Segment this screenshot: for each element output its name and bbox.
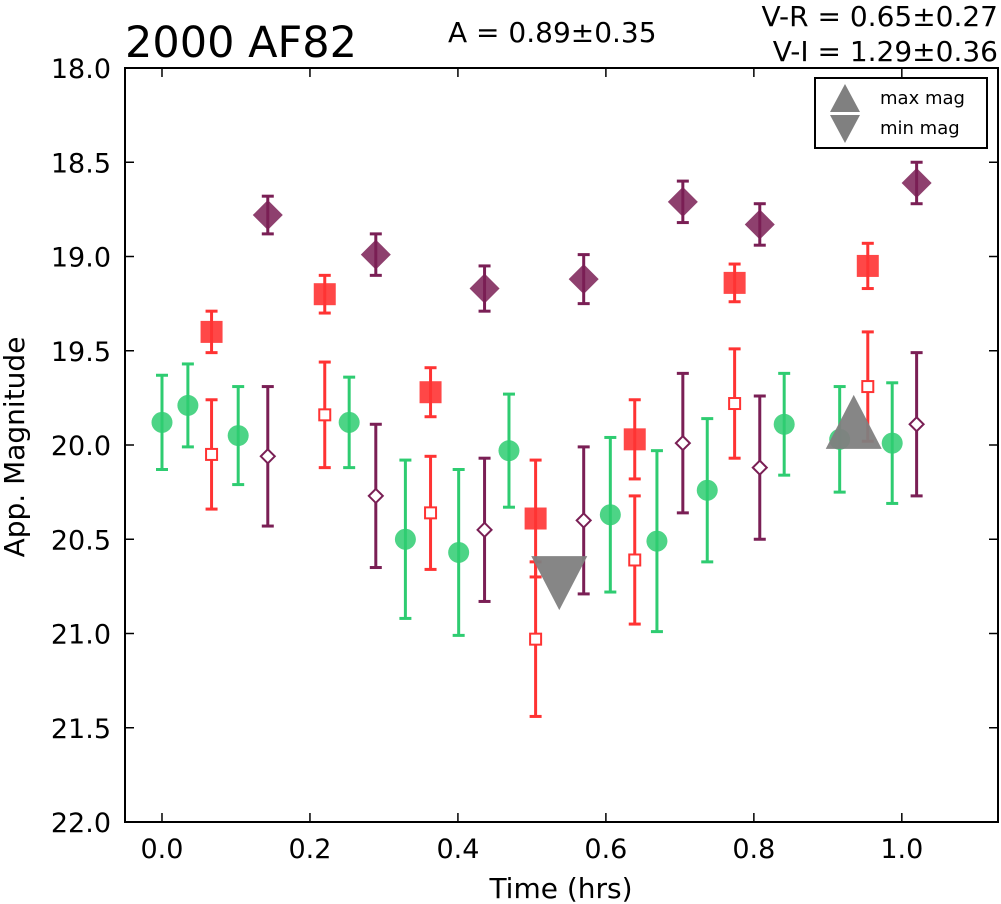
- min-mag-marker: [531, 556, 588, 611]
- x-tick-label: 1.0: [880, 834, 923, 865]
- legend-max-mag-icon: [830, 84, 860, 112]
- data-point-circle: [881, 432, 903, 454]
- data-markers: [151, 160, 932, 718]
- y-tick-label: 21.0: [51, 620, 111, 651]
- y-tick-label: 19.0: [51, 243, 111, 274]
- data-point-circle: [177, 394, 199, 416]
- data-point-square: [856, 254, 879, 277]
- amplitude-label: A = 0.89±0.35: [448, 16, 657, 49]
- vr-color-label: V-R = 0.65±0.27: [762, 0, 998, 33]
- y-tick-label: 21.5: [51, 714, 111, 745]
- data-point-diamond: [901, 167, 932, 198]
- vi-color-label: V-I = 1.29±0.36: [773, 35, 998, 68]
- data-point-square: [524, 507, 547, 530]
- legend-min-mag-icon: [830, 115, 860, 143]
- x-tick-label: 0.8: [732, 834, 775, 865]
- data-point-diamond-open: [908, 415, 926, 433]
- x-tick-label: 0.4: [436, 834, 479, 865]
- data-point-square-open: [318, 408, 332, 422]
- data-point-square: [200, 320, 223, 343]
- data-point-diamond-open: [259, 447, 277, 465]
- legend: max mag min mag: [814, 77, 988, 149]
- data-point-square: [723, 271, 746, 294]
- y-tick-label: 20.5: [51, 525, 111, 556]
- data-point-square: [419, 381, 442, 404]
- data-point-circle: [394, 528, 416, 550]
- data-point-diamond: [469, 273, 500, 304]
- data-point-square-open: [205, 447, 219, 461]
- data-point-circle: [227, 425, 249, 447]
- y-tick-label: 18.0: [51, 54, 111, 85]
- data-point-circle: [599, 504, 621, 526]
- data-point-square-open: [529, 632, 543, 646]
- data-point-diamond: [568, 264, 599, 295]
- legend-max-mag-label: max mag: [880, 88, 965, 109]
- max-mag-marker: [825, 394, 882, 449]
- x-tick-label: 0.0: [141, 834, 184, 865]
- x-axis-label: Time (hrs): [488, 872, 632, 904]
- data-point-square: [313, 283, 336, 306]
- data-point-diamond-open: [751, 459, 769, 477]
- data-point-circle: [696, 479, 718, 501]
- data-point-circle: [498, 440, 520, 462]
- data-point-circle: [773, 413, 795, 435]
- data-point-diamond-open: [674, 434, 692, 452]
- legend-min-mag-label: min mag: [880, 118, 960, 139]
- data-point-diamond: [252, 200, 283, 231]
- data-point-diamond-open: [476, 521, 493, 539]
- data-point-diamond: [744, 209, 775, 240]
- data-point-diamond-open: [367, 487, 385, 505]
- data-point-circle: [338, 411, 360, 433]
- y-tick-label: 18.5: [51, 148, 111, 179]
- y-axis-label: App. Magnitude: [0, 337, 31, 558]
- data-point-circle: [151, 411, 173, 433]
- y-tick-label: 19.5: [51, 337, 111, 368]
- data-point-square-open: [424, 506, 438, 520]
- data-point-circle: [646, 530, 668, 552]
- data-point-square-open: [628, 553, 642, 567]
- data-point-square-open: [728, 397, 742, 411]
- y-tick-label: 22.0: [51, 808, 111, 839]
- data-point-diamond: [360, 239, 391, 270]
- axis-ticks: 0.0 0.2 0.4 0.6 0.8 1.0 18.0 18.5 19.0 19.5 20.0 20…: [51, 54, 998, 865]
- data-point-diamond-open: [575, 511, 593, 529]
- extrema-markers: [531, 394, 882, 611]
- chart-title: 2000 AF82: [125, 18, 357, 68]
- y-tick-label: 20.0: [51, 431, 111, 462]
- data-point-circle: [448, 541, 470, 563]
- data-point-square-open: [861, 380, 875, 394]
- x-tick-label: 0.2: [288, 834, 331, 865]
- data-point-square: [623, 428, 646, 451]
- x-tick-label: 0.6: [584, 834, 627, 865]
- data-point-diamond: [667, 186, 698, 217]
